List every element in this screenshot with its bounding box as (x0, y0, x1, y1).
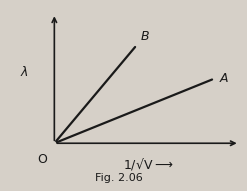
Text: A: A (220, 72, 228, 85)
Text: B: B (141, 30, 149, 43)
Text: 1/√V$\longrightarrow$: 1/√V$\longrightarrow$ (123, 156, 173, 172)
Text: O: O (37, 153, 47, 166)
Text: λ: λ (21, 66, 28, 79)
Text: Fig. 2.06: Fig. 2.06 (95, 173, 143, 183)
